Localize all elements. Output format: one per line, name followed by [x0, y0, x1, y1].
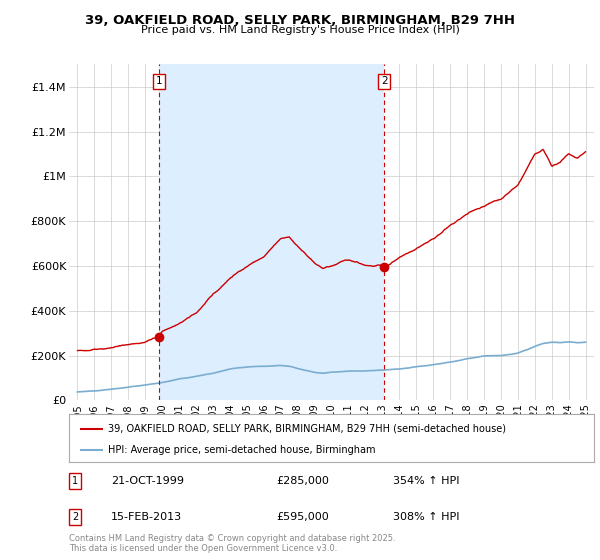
Text: 2: 2	[381, 76, 388, 86]
Text: 308% ↑ HPI: 308% ↑ HPI	[393, 512, 460, 522]
Text: 354% ↑ HPI: 354% ↑ HPI	[393, 476, 460, 486]
Text: Price paid vs. HM Land Registry's House Price Index (HPI): Price paid vs. HM Land Registry's House …	[140, 25, 460, 35]
Text: 1: 1	[72, 476, 78, 486]
Text: HPI: Average price, semi-detached house, Birmingham: HPI: Average price, semi-detached house,…	[109, 445, 376, 455]
Text: £285,000: £285,000	[276, 476, 329, 486]
Text: 2: 2	[72, 512, 78, 522]
Bar	[159, 64, 385, 400]
Text: 39, OAKFIELD ROAD, SELLY PARK, BIRMINGHAM, B29 7HH: 39, OAKFIELD ROAD, SELLY PARK, BIRMINGHA…	[85, 14, 515, 27]
Text: Contains HM Land Registry data © Crown copyright and database right 2025.
This d: Contains HM Land Registry data © Crown c…	[69, 534, 395, 553]
Text: 15-FEB-2013: 15-FEB-2013	[111, 512, 182, 522]
Text: 1: 1	[155, 76, 162, 86]
Text: 21-OCT-1999: 21-OCT-1999	[111, 476, 184, 486]
Text: 39, OAKFIELD ROAD, SELLY PARK, BIRMINGHAM, B29 7HH (semi-detached house): 39, OAKFIELD ROAD, SELLY PARK, BIRMINGHA…	[109, 424, 506, 433]
Text: £595,000: £595,000	[276, 512, 329, 522]
